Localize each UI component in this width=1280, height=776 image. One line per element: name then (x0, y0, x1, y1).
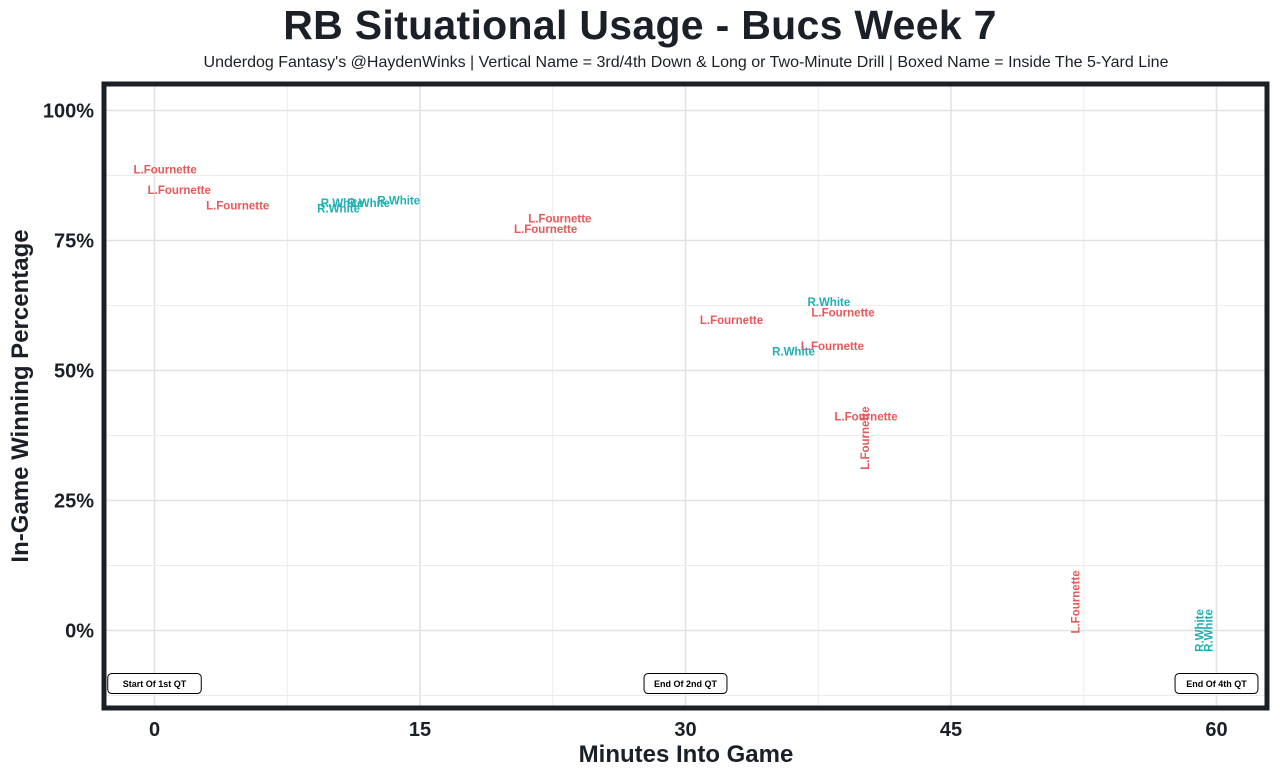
chart-subtitle: Underdog Fantasy's @HaydenWinks | Vertic… (203, 54, 1169, 71)
quarter-annotation-label: Start Of 1st QT (123, 679, 187, 689)
y-tick-label: 75% (54, 231, 94, 253)
player-point-label: R.White (317, 203, 360, 215)
quarter-annotation-box (643, 673, 728, 695)
axis-ticks: 0 15 30 45 60 0% 25% 50% 75% 100% (43, 101, 1228, 742)
player-point-label: L.Fournette (811, 307, 874, 319)
y-axis-title: In-Game Winning Percentage (7, 229, 34, 562)
player-point-label: R.White (772, 346, 815, 358)
player-point-label: L.Fournette (133, 164, 196, 176)
x-tick-label: 60 (1205, 719, 1227, 741)
player-point-label: L.Fournette (206, 201, 269, 213)
x-tick-label: 30 (674, 719, 696, 741)
x-tick-label: 0 (149, 719, 160, 741)
x-tick-label: 45 (940, 719, 962, 741)
player-point-label: L.Fournette (514, 224, 577, 236)
player-point-label: L.Fournette (801, 341, 864, 353)
quarter-annotations: Start Of 1st QT End Of 2nd QT End Of 4th Q… (107, 673, 1259, 695)
quarter-annotation-label: End Of 2nd QT (654, 679, 717, 689)
player-point-label: L.Fournette (1071, 570, 1083, 633)
x-tick-label: 15 (409, 719, 431, 741)
y-tick-label: 0% (65, 621, 94, 643)
player-point-label: R.White (1203, 609, 1215, 652)
player-point-label: L.Fournette (700, 315, 763, 327)
player-point-label: R.White (1195, 609, 1207, 652)
quarter-annotation-box (1174, 673, 1259, 695)
quarter-annotation-label: End Of 4th QT (1186, 679, 1247, 689)
plot-border (101, 81, 1270, 711)
player-point-label: R.White (377, 196, 420, 208)
y-tick-label: 50% (54, 361, 94, 383)
player-point-label: R.White (321, 198, 364, 210)
player-point-label: L.Fournette (528, 214, 591, 226)
grid-lines (104, 84, 1267, 708)
player-point-label: L.Fournette (834, 411, 897, 423)
quarter-annotation-box (107, 673, 202, 695)
y-tick-label: 100% (43, 101, 94, 123)
player-point-label: R.White (807, 297, 850, 309)
y-tick-label: 25% (54, 491, 94, 513)
player-point-label: R.White (347, 198, 390, 210)
chart-title: RB Situational Usage - Bucs Week 7 (283, 2, 997, 48)
player-point-label: L.Fournette (148, 185, 211, 197)
x-axis-title: Minutes Into Game (579, 741, 794, 768)
player-point-label: L.Fournette (860, 406, 872, 469)
